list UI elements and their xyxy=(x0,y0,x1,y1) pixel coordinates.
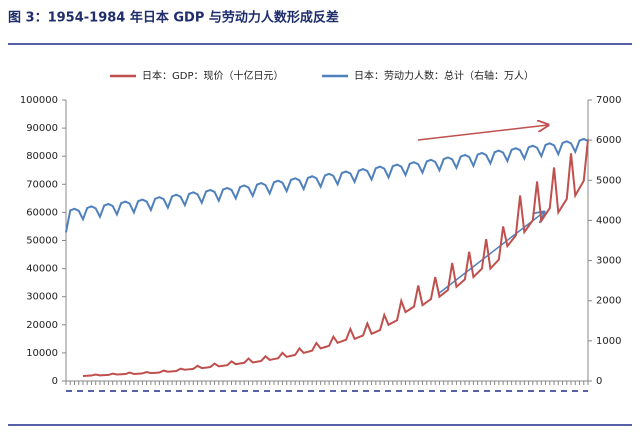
chart-title: 图 3：1954-1984 年日本 GDP 与劳动力人数形成反差 xyxy=(8,10,339,26)
y-tick-label: 20000 xyxy=(26,320,58,331)
y2-tick-label: 5000 xyxy=(596,175,621,186)
y-tick-label: 30000 xyxy=(26,292,58,303)
y-tick-label: 100000 xyxy=(20,95,58,106)
annotation-arrow xyxy=(417,125,548,141)
legend-label: 日本：劳动力人数：总计（右轴：万人） xyxy=(354,69,534,82)
y2-tick-label: 4000 xyxy=(596,215,621,226)
y2-tick-label: 0 xyxy=(596,376,602,387)
y-tick-label: 0 xyxy=(52,376,58,387)
y-tick-label: 40000 xyxy=(26,264,58,275)
y-tick-label: 90000 xyxy=(26,123,58,134)
y-tick-label: 60000 xyxy=(26,207,58,218)
y2-tick-label: 7000 xyxy=(596,95,621,106)
series-line xyxy=(82,139,589,377)
y-tick-label: 70000 xyxy=(26,179,58,190)
y-tick-label: 80000 xyxy=(26,151,58,162)
series-line xyxy=(65,137,589,233)
y2-tick-label: 2000 xyxy=(596,296,621,307)
y2-tick-label: 6000 xyxy=(596,135,621,146)
annotation-arrow xyxy=(437,212,544,295)
y2-tick-label: 3000 xyxy=(596,256,621,267)
legend-label: 日本：GDP：现价（十亿日元） xyxy=(142,69,283,82)
y-tick-label: 50000 xyxy=(26,236,58,247)
y2-tick-label: 1000 xyxy=(596,336,621,347)
y-tick-label: 10000 xyxy=(26,348,58,359)
